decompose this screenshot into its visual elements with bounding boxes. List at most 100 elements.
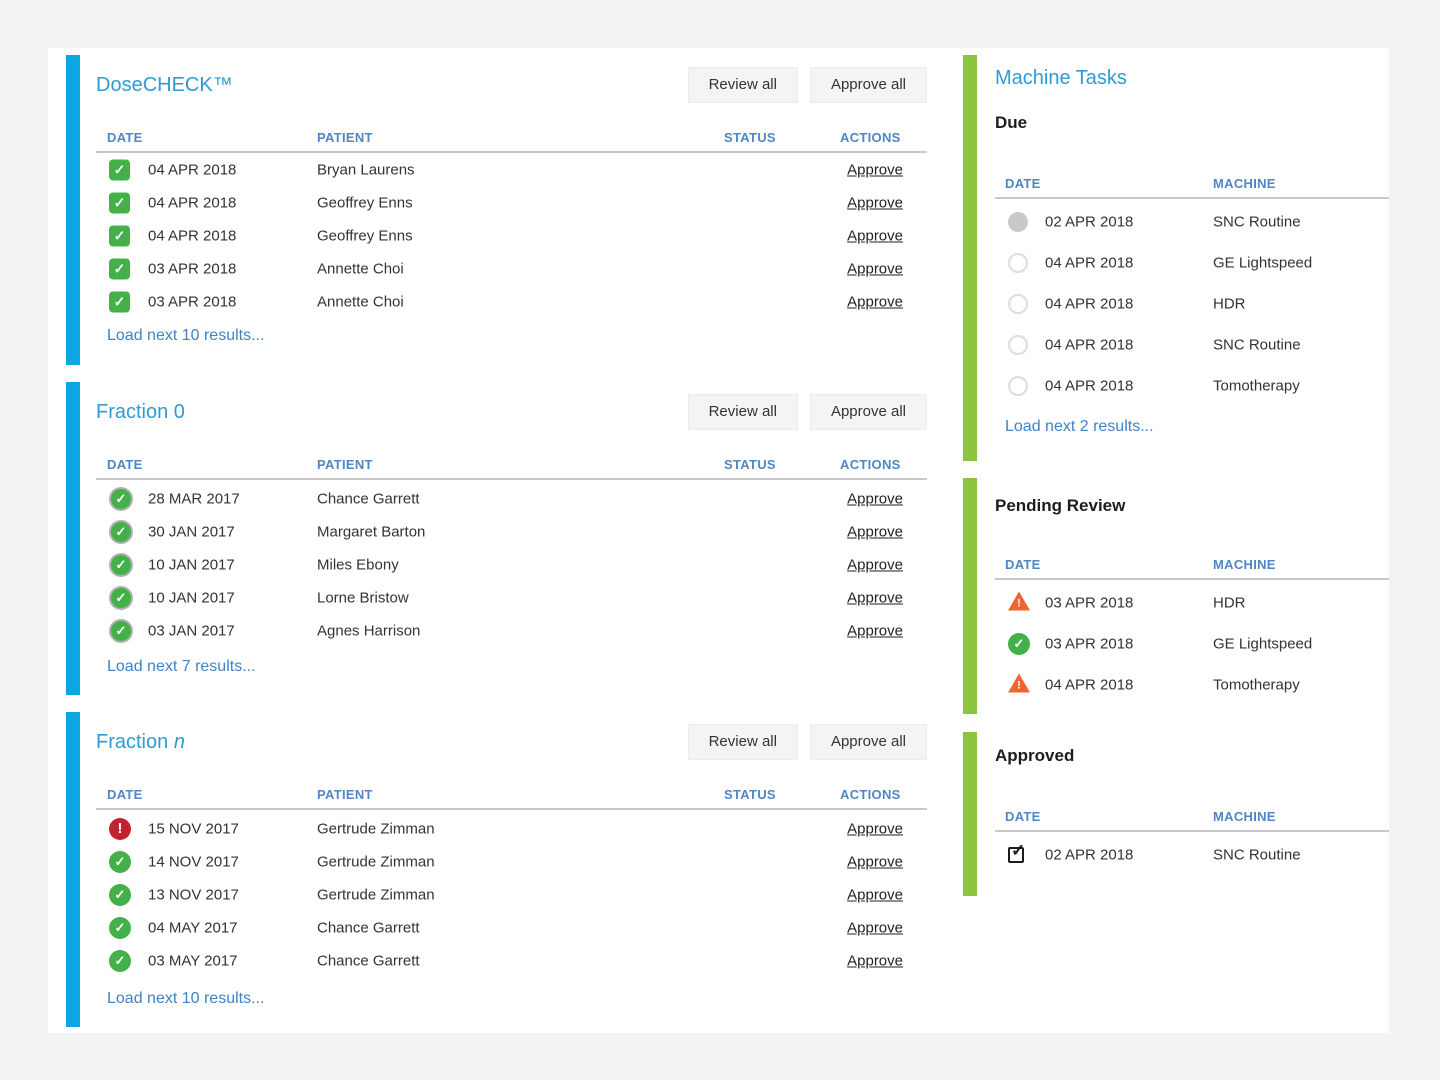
row-machine: Tomotherapy xyxy=(1213,377,1300,394)
section-heading-approved: Approved xyxy=(995,746,1075,765)
table-row[interactable]: 03 MAY 2017 Chance Garrett Approve xyxy=(96,944,927,977)
column-header-status: STATUS xyxy=(724,457,776,472)
approve-link[interactable]: Approve xyxy=(847,523,903,540)
approve-all-button[interactable]: Approve all xyxy=(809,67,927,103)
table-row[interactable]: 03 JAN 2017 Agnes Harrison Approve xyxy=(96,614,927,647)
table-row[interactable]: 04 APR 2018 GE Lightspeed xyxy=(995,242,1389,283)
panel-approved: Approved DATE MACHINE 02 APR 2018 SNC Ro… xyxy=(963,732,1389,896)
table-row[interactable]: 03 APR 2018 Annette Choi Approve xyxy=(96,252,927,285)
load-more-link[interactable]: Load next 2 results... xyxy=(1005,418,1154,435)
check-circle-icon xyxy=(109,850,131,873)
load-more-link[interactable]: Load next 10 results... xyxy=(107,327,265,344)
row-date: 10 JAN 2017 xyxy=(148,589,235,606)
table-row[interactable]: 04 APR 2018 HDR xyxy=(995,283,1389,324)
check-square-icon xyxy=(109,225,130,246)
approve-link[interactable]: Approve xyxy=(847,589,903,606)
approve-link[interactable]: Approve xyxy=(847,886,903,903)
review-all-button[interactable]: Review all xyxy=(687,67,798,103)
dot-empty-icon xyxy=(1008,375,1028,396)
table-row[interactable]: 02 APR 2018 SNC Routine xyxy=(995,834,1389,875)
check-square-icon xyxy=(109,159,130,180)
review-all-button[interactable]: Review all xyxy=(687,394,798,430)
table-row[interactable]: 03 APR 2018 GE Lightspeed xyxy=(995,623,1389,664)
approve-link[interactable]: Approve xyxy=(847,853,903,870)
column-header-status: STATUS xyxy=(724,787,776,802)
column-header-date: DATE xyxy=(1005,557,1041,572)
check-circle-ring-icon xyxy=(109,486,133,511)
table-row[interactable]: 15 NOV 2017 Gertrude Zimman Approve xyxy=(96,812,927,845)
row-date: 04 APR 2018 xyxy=(1045,254,1134,271)
column-header-status: STATUS xyxy=(724,130,776,145)
table-row[interactable]: 04 APR 2018 Bryan Laurens Approve xyxy=(96,153,927,186)
table-row[interactable]: 02 APR 2018 SNC Routine xyxy=(995,201,1389,242)
dashboard-card: DoseCHECK™ Review all Approve all DATE P… xyxy=(48,48,1389,1033)
approve-link[interactable]: Approve xyxy=(847,622,903,639)
dot-empty-icon xyxy=(1008,334,1028,355)
section-heading-pending-review: Pending Review xyxy=(995,496,1126,515)
warning-triangle-icon xyxy=(1008,591,1030,610)
column-header-machine: MACHINE xyxy=(1213,809,1276,824)
panel-title-dosecheck: DoseCHECK™ xyxy=(96,73,233,96)
green-accent-bar xyxy=(963,55,977,461)
approve-all-button[interactable]: Approve all xyxy=(809,724,927,760)
row-patient: Bryan Laurens xyxy=(317,161,415,178)
section-heading-due: Due xyxy=(995,113,1028,132)
review-all-button[interactable]: Review all xyxy=(687,724,798,760)
approve-link[interactable]: Approve xyxy=(847,490,903,507)
check-square-icon xyxy=(109,192,130,213)
approve-link[interactable]: Approve xyxy=(847,293,903,310)
table-header: DATE MACHINE xyxy=(995,548,1389,580)
load-more-link[interactable]: Load next 10 results... xyxy=(107,990,265,1007)
table-row[interactable]: 04 APR 2018 Geoffrey Enns Approve xyxy=(96,219,927,252)
row-date: 03 APR 2018 xyxy=(148,293,237,310)
row-machine: GE Lightspeed xyxy=(1213,254,1313,271)
approve-link[interactable]: Approve xyxy=(847,919,903,936)
check-square-icon xyxy=(109,258,130,279)
table-row[interactable]: 04 APR 2018 Tomotherapy xyxy=(995,664,1389,705)
approve-link[interactable]: Approve xyxy=(847,820,903,837)
table-row[interactable]: 28 MAR 2017 Chance Garrett Approve xyxy=(96,482,927,515)
table-row[interactable]: 04 MAY 2017 Chance Garrett Approve xyxy=(96,911,927,944)
row-date: 03 APR 2018 xyxy=(148,260,237,277)
row-date: 02 APR 2018 xyxy=(1045,213,1134,230)
approve-link[interactable]: Approve xyxy=(847,556,903,573)
approve-link[interactable]: Approve xyxy=(847,194,903,211)
approve-all-button[interactable]: Approve all xyxy=(809,394,927,430)
column-header-actions: ACTIONS xyxy=(840,130,901,145)
column-header-actions: ACTIONS xyxy=(840,457,901,472)
table-row[interactable]: 03 APR 2018 Annette Choi Approve xyxy=(96,285,927,318)
row-patient: Geoffrey Enns xyxy=(317,227,413,244)
row-patient: Geoffrey Enns xyxy=(317,194,413,211)
dot-empty-icon xyxy=(1008,293,1028,314)
row-machine: SNC Routine xyxy=(1213,336,1301,353)
check-circle-ring-icon xyxy=(109,585,133,610)
column-header-date: DATE xyxy=(107,130,143,145)
row-date: 14 NOV 2017 xyxy=(148,853,239,870)
approve-link[interactable]: Approve xyxy=(847,260,903,277)
table-row[interactable]: 04 APR 2018 SNC Routine xyxy=(995,324,1389,365)
table-row[interactable]: 10 JAN 2017 Miles Ebony Approve xyxy=(96,548,927,581)
approve-link[interactable]: Approve xyxy=(847,952,903,969)
panel-title-fraction-n: Fraction n xyxy=(96,730,185,753)
approve-link[interactable]: Approve xyxy=(847,227,903,244)
blue-accent-bar xyxy=(66,55,80,365)
row-date: 04 APR 2018 xyxy=(148,227,237,244)
table-header: DATE MACHINE xyxy=(995,167,1389,199)
column-header-machine: MACHINE xyxy=(1213,176,1276,191)
row-date: 03 MAY 2017 xyxy=(148,952,238,969)
table-row[interactable]: 14 NOV 2017 Gertrude Zimman Approve xyxy=(96,845,927,878)
load-more-link[interactable]: Load next 7 results... xyxy=(107,658,256,675)
approve-link[interactable]: Approve xyxy=(847,161,903,178)
table-row[interactable]: 10 JAN 2017 Lorne Bristow Approve xyxy=(96,581,927,614)
table-row[interactable]: 04 APR 2018 Geoffrey Enns Approve xyxy=(96,186,927,219)
row-patient: Chance Garrett xyxy=(317,490,420,507)
table-row[interactable]: 13 NOV 2017 Gertrude Zimman Approve xyxy=(96,878,927,911)
check-circle-ring-icon xyxy=(109,519,133,544)
blue-accent-bar xyxy=(66,382,80,695)
table-row[interactable]: 04 APR 2018 Tomotherapy xyxy=(995,365,1389,406)
table-row[interactable]: 30 JAN 2017 Margaret Barton Approve xyxy=(96,515,927,548)
row-patient: Chance Garrett xyxy=(317,952,420,969)
panel-fraction-0: Fraction 0 Review all Approve all DATE P… xyxy=(66,382,927,695)
table-row[interactable]: 03 APR 2018 HDR xyxy=(995,582,1389,623)
panel-fraction-n: Fraction n Review all Approve all DATE P… xyxy=(66,712,927,1027)
